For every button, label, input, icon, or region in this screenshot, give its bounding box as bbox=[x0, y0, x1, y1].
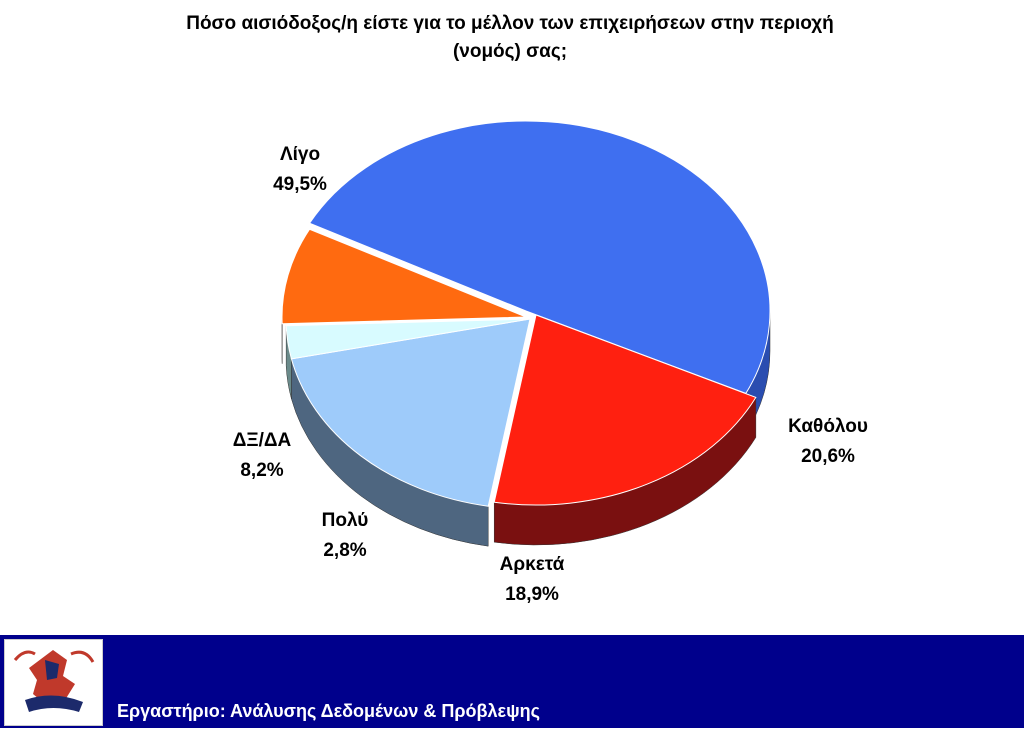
slice-label-katholou: Καθόλου bbox=[788, 416, 868, 437]
slice-value-poly: 2,8% bbox=[323, 540, 366, 561]
slice-value-ligo: 49,5% bbox=[273, 174, 327, 195]
footer-text: Εργαστήριο: Ανάλυσης Δεδομένων & Πρόβλεψ… bbox=[117, 701, 540, 722]
university-emblem-icon bbox=[4, 639, 103, 726]
pie-slices bbox=[282, 121, 770, 506]
slice-value-arketa: 18,9% bbox=[505, 584, 559, 605]
slice-label-ligo: Λίγο bbox=[280, 144, 320, 165]
slice-label-dxda: ΔΞ/ΔΑ bbox=[233, 430, 292, 451]
slice-value-katholou: 20,6% bbox=[801, 446, 855, 467]
slice-value-dxda: 8,2% bbox=[240, 460, 283, 481]
slice-label-arketa: Αρκετά bbox=[500, 554, 565, 575]
pie-chart: Λίγο 49,5% Καθόλου 20,6% Αρκετά 18,9% Πολύ 2,8%… bbox=[0, 0, 1024, 635]
slice-label-poly: Πολύ bbox=[322, 510, 369, 531]
footer-bar: Εργαστήριο: Ανάλυσης Δεδομένων & Πρόβλεψ… bbox=[0, 635, 1024, 728]
